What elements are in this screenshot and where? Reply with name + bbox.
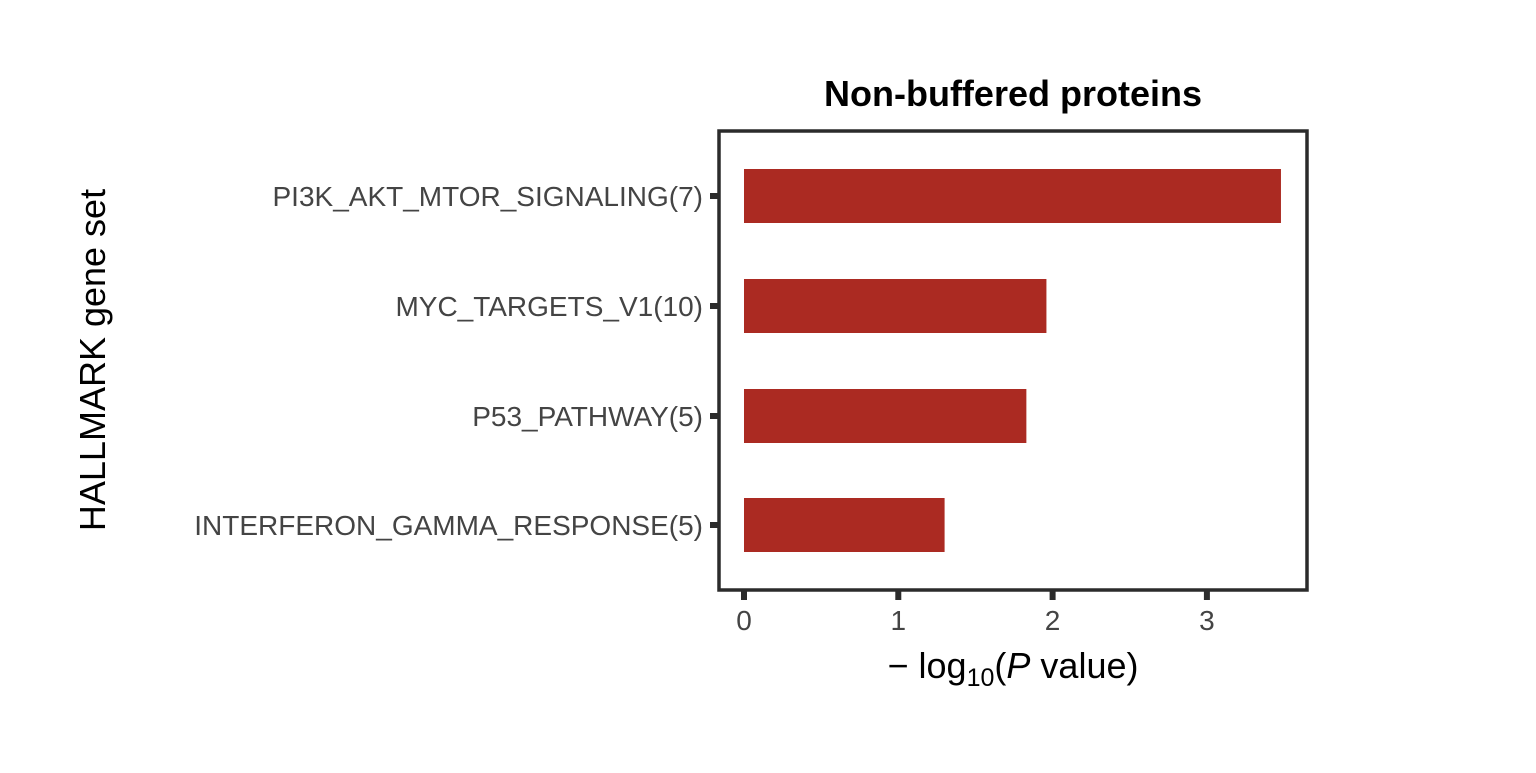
x-tick-label: 0 — [736, 605, 752, 636]
bar — [744, 169, 1281, 223]
x-tick-label: 1 — [891, 605, 907, 636]
y-tick-label: MYC_TARGETS_V1(10) — [395, 291, 703, 322]
bar — [744, 279, 1047, 333]
x-tick-label: 3 — [1199, 605, 1215, 636]
y-axis-label: HALLMARK gene set — [72, 189, 113, 531]
x-tick-label: 2 — [1045, 605, 1061, 636]
plot-panel — [717, 129, 1309, 592]
y-tick-label: PI3K_AKT_MTOR_SIGNALING(7) — [273, 181, 704, 212]
bar — [744, 389, 1027, 443]
y-tick-label: INTERFERON_GAMMA_RESPONSE(5) — [194, 510, 703, 541]
chart-title: Non-buffered proteins — [824, 73, 1202, 114]
y-tick-label: P53_PATHWAY(5) — [472, 401, 703, 432]
x-axis-label: − log10(P value) — [888, 645, 1139, 692]
bar — [744, 498, 945, 552]
